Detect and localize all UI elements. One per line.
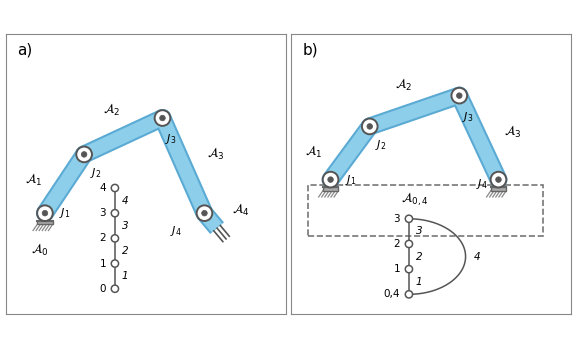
Circle shape bbox=[155, 110, 170, 126]
Text: 3: 3 bbox=[394, 214, 400, 224]
Text: $J_1$: $J_1$ bbox=[59, 206, 70, 220]
Bar bbox=[38, 221, 53, 224]
Text: $J_3$: $J_3$ bbox=[165, 132, 177, 146]
Text: 0: 0 bbox=[99, 284, 106, 294]
Text: 3: 3 bbox=[122, 221, 129, 231]
Text: 1: 1 bbox=[122, 271, 129, 281]
Text: $J_3$: $J_3$ bbox=[462, 110, 474, 124]
Circle shape bbox=[111, 260, 118, 267]
Circle shape bbox=[451, 88, 467, 103]
Circle shape bbox=[42, 211, 48, 216]
Circle shape bbox=[405, 291, 413, 298]
Circle shape bbox=[405, 240, 413, 247]
Circle shape bbox=[111, 235, 118, 242]
Text: $\mathcal{A}_0$: $\mathcal{A}_0$ bbox=[31, 242, 48, 258]
Text: $\mathcal{A}_1$: $\mathcal{A}_1$ bbox=[25, 172, 43, 188]
Circle shape bbox=[328, 177, 334, 182]
Text: $J_1$: $J_1$ bbox=[344, 173, 356, 187]
Text: 2: 2 bbox=[394, 239, 400, 249]
Bar bbox=[323, 188, 338, 191]
Text: $\mathcal{A}_2$: $\mathcal{A}_2$ bbox=[103, 102, 121, 118]
Circle shape bbox=[496, 177, 501, 182]
Text: 1: 1 bbox=[99, 259, 106, 269]
Text: $J_4$: $J_4$ bbox=[476, 177, 488, 191]
Text: $J_2$: $J_2$ bbox=[375, 137, 387, 152]
Text: $\mathcal{A}_3$: $\mathcal{A}_3$ bbox=[207, 147, 225, 163]
Text: $\mathcal{A}_{0,4}$: $\mathcal{A}_{0,4}$ bbox=[400, 190, 428, 208]
Text: $J_4$: $J_4$ bbox=[170, 224, 182, 238]
Circle shape bbox=[160, 115, 165, 121]
Bar bbox=[491, 188, 506, 191]
Text: a): a) bbox=[17, 42, 32, 57]
Text: 2: 2 bbox=[416, 252, 422, 262]
Circle shape bbox=[111, 285, 118, 292]
Circle shape bbox=[456, 93, 462, 98]
Text: $\mathcal{A}_2$: $\mathcal{A}_2$ bbox=[395, 77, 412, 93]
Text: 4: 4 bbox=[122, 196, 129, 206]
Text: $J_2$: $J_2$ bbox=[90, 166, 101, 180]
Text: 4: 4 bbox=[474, 252, 481, 262]
Text: $\mathcal{A}_1$: $\mathcal{A}_1$ bbox=[305, 144, 323, 160]
Text: $\mathcal{A}_4$: $\mathcal{A}_4$ bbox=[233, 202, 250, 219]
Circle shape bbox=[202, 211, 207, 216]
Circle shape bbox=[37, 205, 53, 221]
Circle shape bbox=[76, 147, 92, 162]
Circle shape bbox=[405, 266, 413, 273]
Circle shape bbox=[111, 184, 118, 192]
Text: 1: 1 bbox=[394, 264, 400, 274]
Circle shape bbox=[362, 119, 377, 134]
Text: 3: 3 bbox=[99, 208, 106, 218]
Circle shape bbox=[197, 205, 212, 221]
Circle shape bbox=[111, 209, 118, 217]
Text: 2: 2 bbox=[99, 234, 106, 243]
Text: $\mathcal{A}_3$: $\mathcal{A}_3$ bbox=[504, 124, 522, 140]
Text: b): b) bbox=[302, 42, 318, 57]
Circle shape bbox=[490, 172, 506, 188]
Circle shape bbox=[367, 124, 373, 129]
Circle shape bbox=[81, 152, 87, 157]
Text: 3: 3 bbox=[416, 226, 422, 236]
Circle shape bbox=[323, 172, 338, 188]
Circle shape bbox=[405, 215, 413, 222]
Text: 2: 2 bbox=[122, 246, 129, 256]
Text: 1: 1 bbox=[416, 277, 422, 287]
Text: 0,4: 0,4 bbox=[384, 289, 400, 299]
Text: 4: 4 bbox=[99, 183, 106, 193]
Bar bbox=[308, 185, 543, 236]
